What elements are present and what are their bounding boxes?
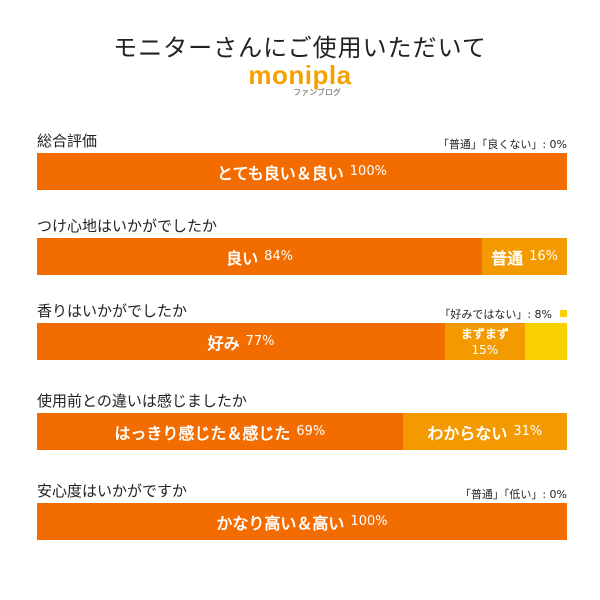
chart-title: 香りはいかがでしたか — [37, 302, 188, 320]
stacked-bar: とても良い＆良い 100% — [37, 153, 567, 190]
chart-title: 使用前との違いは感じましたか — [37, 392, 247, 410]
chart-title: 総合評価 — [37, 132, 98, 150]
segment-value: 77% — [245, 334, 275, 349]
stacked-bar: はっきり感じた＆感じた 69% わからない 31% — [37, 413, 567, 450]
segment-label: 好み — [207, 333, 240, 353]
bar-segment: はっきり感じた＆感じた 69% — [37, 413, 403, 450]
bar-segment: わからない 31% — [402, 413, 567, 450]
bar-segment — [524, 323, 567, 360]
segment-label: とても良い＆良い — [217, 163, 344, 183]
chart-fit-comfort: つけ心地はいかがでしたか 良い 84% 普通 16% — [37, 215, 567, 285]
chart-title: 安心度はいかがですか — [37, 482, 188, 500]
stacked-bar: 良い 84% 普通 16% — [37, 238, 567, 275]
page-title: モニターさんにご使用いただいて — [113, 34, 487, 62]
chart-difference-felt: 使用前との違いは感じましたかはっきり感じた＆感じた 69% わからない 31% — [37, 390, 567, 460]
chart-note-text: 「普通」「良くない」: 0% — [437, 138, 567, 151]
bar-segment: 良い 84% — [37, 238, 483, 275]
segment-label: わからない — [427, 423, 508, 443]
legend-swatch — [560, 310, 567, 317]
chart-note-text: 「普通」「低い」: 0% — [459, 488, 567, 501]
chart-scent: 香りはいかがでしたか 「好みではない」: 8% 好み 77% まずまず 15% — [37, 300, 567, 370]
segment-value: 69% — [296, 424, 326, 439]
segment-value: 100% — [349, 164, 387, 179]
chart-note-text: 「好みではない」: 8% — [439, 308, 552, 321]
segment-label: かなり高い＆高い — [216, 513, 345, 533]
logo-subtitle: ファンブログ — [293, 88, 341, 97]
segment-value: 16% — [529, 249, 559, 264]
segment-value: 84% — [264, 249, 294, 264]
bar-segment: かなり高い＆高い 100% — [37, 503, 567, 540]
segment-label: 良い — [226, 248, 259, 268]
chart-note: 「普通」「良くない」: 0% — [438, 136, 567, 152]
segment-label: はっきり感じた＆感じた — [114, 423, 291, 443]
bar-segment: 好み 77% — [37, 323, 446, 360]
chart-note: 「好みではない」: 8% — [439, 306, 567, 322]
logo-wordmark: monipla — [248, 60, 352, 90]
segment-value: 31% — [513, 424, 543, 439]
chart-reassurance: 安心度はいかがですか 「普通」「低い」: 0% かなり高い＆高い 100% — [37, 480, 567, 550]
segment-value: 15% — [471, 342, 499, 357]
stacked-bar: かなり高い＆高い 100% — [37, 503, 567, 540]
bar-segment: 普通 16% — [482, 238, 567, 275]
bar-segment: まずまず 15% — [445, 323, 525, 360]
logo: monipla ファンブログ — [0, 60, 600, 98]
segment-value: 100% — [350, 514, 388, 529]
bar-segment: とても良い＆良い 100% — [37, 153, 567, 190]
segment-label: 普通 — [491, 248, 524, 268]
chart-overall-rating: 総合評価 「普通」「良くない」: 0% とても良い＆良い 100% — [37, 130, 567, 200]
chart-note: 「普通」「低い」: 0% — [460, 486, 567, 502]
segment-label: まずまず — [460, 326, 509, 341]
stacked-bar: 好み 77% まずまず 15% — [37, 323, 567, 360]
chart-title: つけ心地はいかがでしたか — [37, 217, 218, 235]
